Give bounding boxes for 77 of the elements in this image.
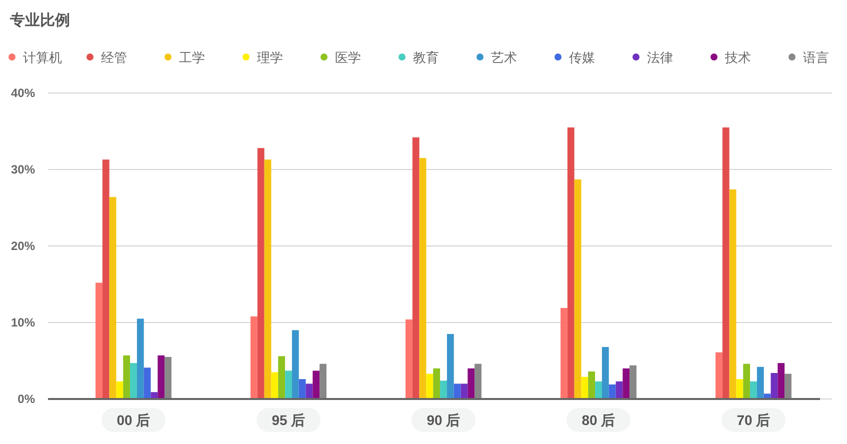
x-tick-label: 00 后	[116, 412, 150, 428]
legend-label: 艺术	[491, 50, 517, 65]
bar	[784, 374, 792, 399]
bar	[440, 380, 447, 399]
bar	[743, 364, 750, 399]
legend-label: 教育	[413, 50, 439, 65]
bar	[250, 316, 258, 399]
legend-label: 传媒	[569, 50, 595, 65]
bar	[474, 364, 482, 399]
bar	[292, 330, 299, 399]
bar	[608, 384, 616, 399]
bar	[298, 379, 306, 399]
bar	[320, 364, 326, 399]
x-label: 95 后	[256, 408, 320, 432]
x-tick-label: 80 后	[582, 412, 616, 428]
bar	[412, 137, 420, 399]
bar	[729, 189, 736, 399]
bar	[560, 308, 568, 399]
bar	[622, 368, 630, 399]
bar	[426, 374, 434, 399]
bar	[630, 365, 636, 399]
bar	[581, 376, 588, 399]
x-label: 00 后	[102, 408, 166, 432]
bar	[756, 366, 764, 399]
legend-label: 工学	[179, 50, 205, 65]
bar	[602, 346, 609, 399]
bar	[736, 379, 744, 399]
bar	[102, 160, 110, 399]
legend-label: 技术	[724, 50, 751, 65]
bar	[778, 363, 785, 399]
legend-label: 医学	[335, 50, 361, 65]
x-tick-label: 95 后	[272, 412, 306, 428]
bar	[419, 158, 426, 399]
legend-label: 计算机	[23, 50, 62, 65]
bar	[595, 381, 602, 399]
bar	[722, 127, 730, 399]
legend-label: 经管	[101, 50, 127, 65]
bar	[468, 368, 475, 399]
chart-title: 专业比例	[9, 12, 70, 29]
bar	[312, 370, 320, 399]
bar	[109, 197, 116, 399]
bar	[257, 148, 264, 399]
legend-label: 语言	[803, 50, 829, 65]
bar	[144, 368, 151, 399]
bar	[158, 355, 165, 399]
legend-label: 理学	[257, 50, 283, 65]
bar	[116, 381, 124, 399]
legend-label: 法律	[647, 50, 673, 65]
bar	[574, 179, 582, 399]
bar	[96, 282, 102, 399]
bar	[454, 384, 461, 399]
bar	[567, 127, 574, 399]
bar	[264, 160, 272, 399]
bar	[271, 372, 278, 399]
x-label: 80 后	[566, 408, 630, 432]
y-tick-label: 0%	[18, 392, 36, 406]
bar	[433, 368, 440, 399]
bar	[770, 372, 778, 399]
bar	[285, 370, 292, 399]
x-label: 90 后	[412, 408, 476, 432]
x-label: 70 后	[722, 408, 786, 432]
bar	[130, 363, 137, 399]
y-tick-label: 20%	[10, 239, 36, 253]
bar	[406, 319, 412, 399]
bar	[164, 356, 172, 399]
bar	[750, 381, 757, 399]
bar	[278, 356, 286, 399]
bar	[123, 355, 130, 399]
bar	[716, 352, 722, 399]
bar	[136, 318, 144, 399]
bar	[446, 334, 454, 399]
y-tick-label: 30%	[10, 162, 36, 176]
bar	[588, 371, 596, 399]
y-tick-label: 40%	[10, 86, 36, 100]
x-tick-label: 90 后	[426, 412, 460, 428]
y-tick-label: 10%	[10, 316, 36, 330]
x-tick-label: 70 后	[736, 412, 770, 428]
